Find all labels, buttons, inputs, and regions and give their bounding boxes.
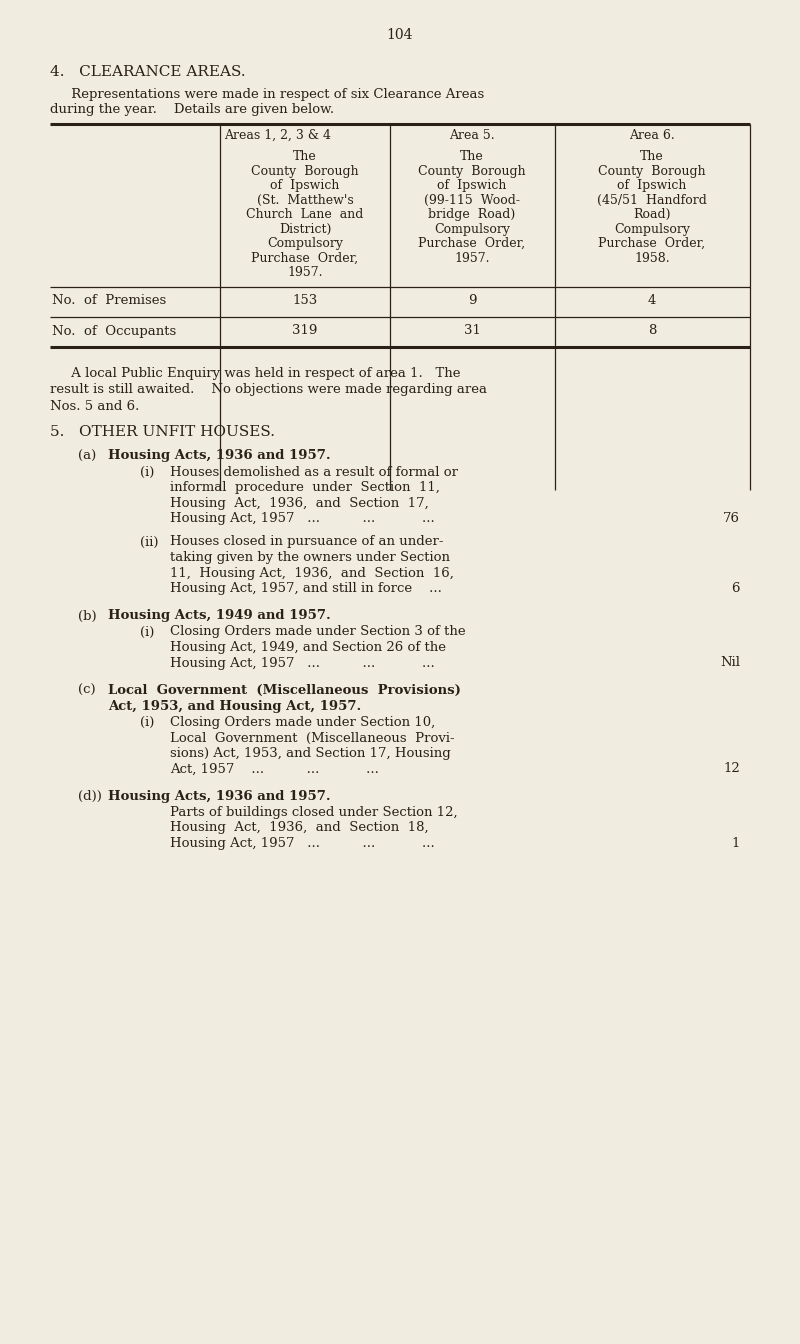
Text: Housing Act, 1957   ...          ...           ...: Housing Act, 1957 ... ... ... — [170, 512, 434, 526]
Text: (c): (c) — [78, 684, 96, 698]
Text: (a): (a) — [78, 449, 96, 462]
Text: County  Borough: County Borough — [598, 164, 706, 177]
Text: 4.   CLEARANCE AREAS.: 4. CLEARANCE AREAS. — [50, 65, 246, 79]
Text: Houses demolished as a result of formal or: Houses demolished as a result of formal … — [170, 465, 458, 478]
Text: (i): (i) — [140, 465, 154, 478]
Text: Nil: Nil — [720, 656, 740, 669]
Text: (45/51  Handford: (45/51 Handford — [597, 194, 707, 207]
Text: Housing Act, 1957   ...          ...           ...: Housing Act, 1957 ... ... ... — [170, 656, 434, 669]
Text: Housing Acts, 1936 and 1957.: Housing Acts, 1936 and 1957. — [108, 790, 330, 802]
Text: 1: 1 — [732, 837, 740, 849]
Text: (i): (i) — [140, 625, 154, 638]
Text: Housing Act, 1957   ...          ...           ...: Housing Act, 1957 ... ... ... — [170, 837, 434, 849]
Text: The: The — [460, 151, 484, 163]
Text: Road): Road) — [634, 208, 670, 220]
Text: of  Ipswich: of Ipswich — [438, 179, 506, 192]
Text: No.  of  Premises: No. of Premises — [52, 294, 166, 308]
Text: (St.  Matthew's: (St. Matthew's — [257, 194, 354, 207]
Text: of  Ipswich: of Ipswich — [270, 179, 340, 192]
Text: Housing Acts, 1949 and 1957.: Housing Acts, 1949 and 1957. — [108, 609, 330, 622]
Text: Area 6.: Area 6. — [629, 129, 675, 142]
Text: 12: 12 — [723, 762, 740, 775]
Text: (d)): (d)) — [78, 790, 102, 802]
Text: Purchase  Order,: Purchase Order, — [598, 237, 706, 250]
Text: Purchase  Order,: Purchase Order, — [251, 251, 358, 265]
Text: District): District) — [279, 223, 331, 235]
Text: Nos. 5 and 6.: Nos. 5 and 6. — [50, 401, 139, 414]
Text: bridge  Road): bridge Road) — [428, 208, 516, 220]
Text: The: The — [640, 151, 664, 163]
Text: Act, 1953, and Housing Act, 1957.: Act, 1953, and Housing Act, 1957. — [108, 700, 362, 714]
Text: Compulsory: Compulsory — [267, 237, 343, 250]
Text: result is still awaited.    No objections were made regarding area: result is still awaited. No objections w… — [50, 383, 487, 396]
Text: 11,  Housing Act,  1936,  and  Section  16,: 11, Housing Act, 1936, and Section 16, — [170, 567, 454, 579]
Text: A local Public Enquiry was held in respect of area 1.   The: A local Public Enquiry was held in respe… — [50, 367, 461, 379]
Text: informal  procedure  under  Section  11,: informal procedure under Section 11, — [170, 481, 440, 495]
Text: Local  Government  (Miscellaneous  Provi-: Local Government (Miscellaneous Provi- — [170, 731, 454, 745]
Text: Housing  Act,  1936,  and  Section  18,: Housing Act, 1936, and Section 18, — [170, 821, 429, 835]
Text: Compulsory: Compulsory — [434, 223, 510, 235]
Text: Local  Government  (Miscellaneous  Provisions): Local Government (Miscellaneous Provisio… — [108, 684, 461, 698]
Text: (i): (i) — [140, 716, 154, 728]
Text: (ii): (ii) — [140, 535, 158, 548]
Text: Compulsory: Compulsory — [614, 223, 690, 235]
Text: 1957.: 1957. — [454, 251, 490, 265]
Text: Closing Orders made under Section 10,: Closing Orders made under Section 10, — [170, 716, 435, 728]
Text: Act, 1957    ...          ...           ...: Act, 1957 ... ... ... — [170, 762, 379, 775]
Text: during the year.    Details are given below.: during the year. Details are given below… — [50, 103, 334, 116]
Text: Housing  Act,  1936,  and  Section  17,: Housing Act, 1936, and Section 17, — [170, 496, 429, 509]
Text: Closing Orders made under Section 3 of the: Closing Orders made under Section 3 of t… — [170, 625, 466, 638]
Text: Areas 1, 2, 3 & 4: Areas 1, 2, 3 & 4 — [224, 129, 331, 142]
Text: Parts of buildings closed under Section 12,: Parts of buildings closed under Section … — [170, 806, 458, 818]
Text: Representations were made in respect of six Clearance Areas: Representations were made in respect of … — [50, 87, 484, 101]
Text: sions) Act, 1953, and Section 17, Housing: sions) Act, 1953, and Section 17, Housin… — [170, 747, 450, 759]
Text: Church  Lane  and: Church Lane and — [246, 208, 364, 220]
Text: County  Borough: County Borough — [251, 164, 359, 177]
Text: 6: 6 — [731, 582, 740, 595]
Text: (b): (b) — [78, 609, 97, 622]
Text: 1958.: 1958. — [634, 251, 670, 265]
Text: Housing Acts, 1936 and 1957.: Housing Acts, 1936 and 1957. — [108, 449, 330, 462]
Text: County  Borough: County Borough — [418, 164, 526, 177]
Text: 31: 31 — [463, 324, 481, 337]
Text: 9: 9 — [468, 294, 476, 308]
Text: 319: 319 — [292, 324, 318, 337]
Text: Purchase  Order,: Purchase Order, — [418, 237, 526, 250]
Text: The: The — [293, 151, 317, 163]
Text: (99-115  Wood-: (99-115 Wood- — [424, 194, 520, 207]
Text: 4: 4 — [648, 294, 656, 308]
Text: 104: 104 — [386, 28, 414, 42]
Text: 1957.: 1957. — [287, 266, 322, 280]
Text: 76: 76 — [723, 512, 740, 526]
Text: Houses closed in pursuance of an under-: Houses closed in pursuance of an under- — [170, 535, 443, 548]
Text: No.  of  Occupants: No. of Occupants — [52, 324, 176, 337]
Text: Housing Act, 1957, and still in force    ...: Housing Act, 1957, and still in force ..… — [170, 582, 442, 595]
Text: 5.   OTHER UNFIT HOUSES.: 5. OTHER UNFIT HOUSES. — [50, 426, 275, 439]
Text: 153: 153 — [292, 294, 318, 308]
Text: Housing Act, 1949, and Section 26 of the: Housing Act, 1949, and Section 26 of the — [170, 641, 446, 655]
Text: of  Ipswich: of Ipswich — [618, 179, 686, 192]
Text: Area 5.: Area 5. — [449, 129, 495, 142]
Text: taking given by the owners under Section: taking given by the owners under Section — [170, 551, 450, 564]
Text: 8: 8 — [648, 324, 656, 337]
